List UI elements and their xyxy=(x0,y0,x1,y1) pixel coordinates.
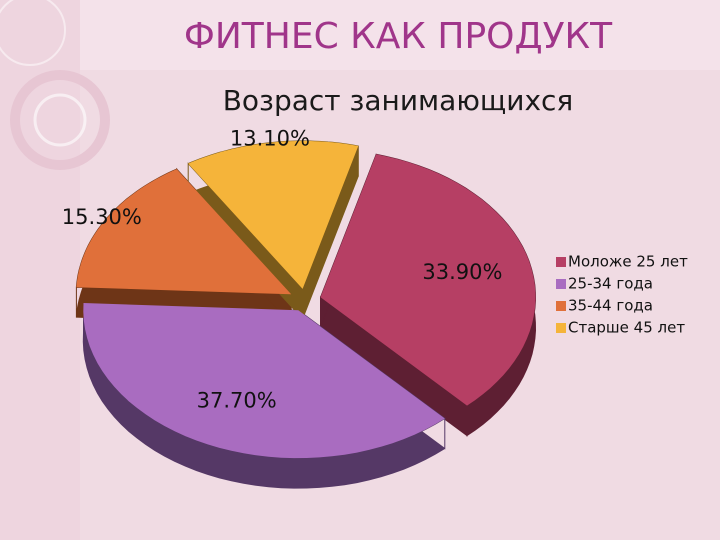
value-label: 37.70% xyxy=(197,388,277,412)
slice xyxy=(83,303,445,459)
decor-circle xyxy=(33,93,87,147)
legend-swatch xyxy=(556,323,566,333)
legend-label: 35-44 года xyxy=(568,297,653,315)
slice xyxy=(76,169,292,295)
value-label: 15.30% xyxy=(62,205,142,229)
legend-label: Моложе 25 лет xyxy=(568,253,688,271)
decor-circle xyxy=(10,70,110,170)
legend-label: Старше 45 лет xyxy=(568,319,685,337)
title: ФИТНЕС КАК ПРОДУКТ xyxy=(184,16,613,57)
slice xyxy=(320,154,536,406)
value-label: 13.10% xyxy=(230,127,310,151)
header-band xyxy=(0,0,720,70)
value-label: 33.90% xyxy=(422,260,502,284)
subtitle: Возраст занимающихся xyxy=(223,84,574,117)
legend-swatch xyxy=(556,301,566,311)
side-band xyxy=(0,0,80,540)
legend-label: 25-34 года xyxy=(568,275,653,293)
legend-swatch xyxy=(556,257,566,267)
legend-swatch xyxy=(556,279,566,289)
decor-circle xyxy=(0,0,66,66)
slice xyxy=(188,140,359,289)
